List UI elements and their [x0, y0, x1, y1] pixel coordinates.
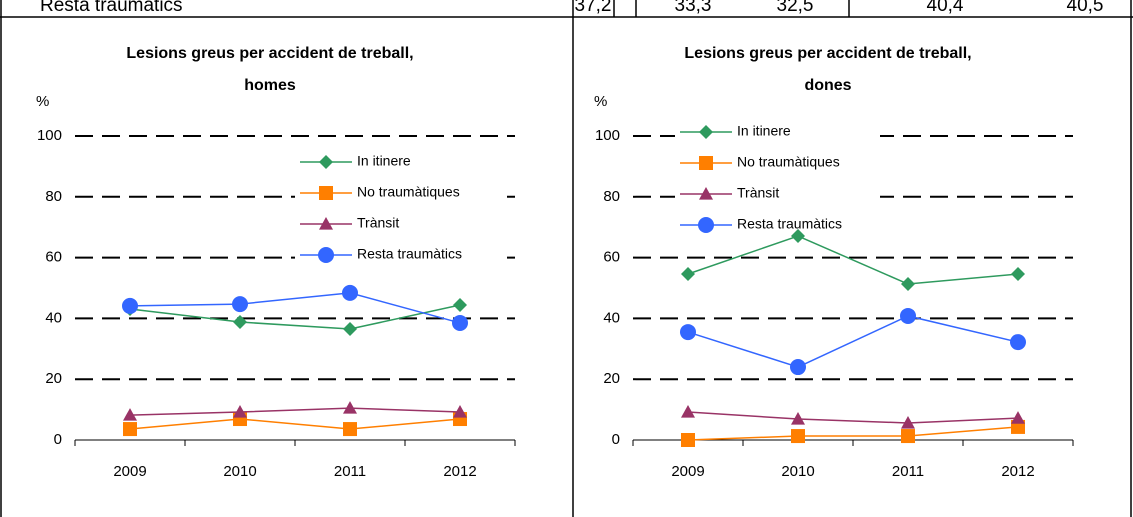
series-line: [129, 304, 461, 330]
y-tick-label: 20: [603, 370, 620, 387]
chart-title: dones: [804, 77, 851, 94]
x-tick-label: 2010: [223, 463, 256, 480]
x-tick-label: 2009: [671, 463, 704, 480]
y-tick-label: 40: [603, 309, 620, 326]
marker: [901, 429, 915, 444]
series-line: [687, 426, 1019, 441]
marker: [680, 324, 696, 341]
table-cell: 40,4: [927, 0, 964, 16]
y-tick-label: 20: [45, 370, 62, 387]
marker: [681, 433, 695, 447]
marker: [452, 314, 468, 331]
y-tick-label: 60: [45, 249, 62, 266]
legend-label: Resta traumàtics: [737, 216, 842, 232]
marker: [123, 408, 137, 421]
table-cell: 40,5: [1067, 0, 1104, 16]
series-line: [129, 418, 461, 430]
y-tick-label: 40: [45, 309, 62, 326]
legend-label: In itinere: [357, 153, 411, 169]
marker: [1010, 334, 1026, 351]
x-tick-label: 2010: [781, 463, 814, 480]
y-tick-label: 100: [595, 127, 620, 144]
legend-marker: [699, 156, 713, 170]
x-tick-label: 2012: [443, 463, 476, 480]
marker: [232, 296, 248, 313]
legend-marker: [699, 187, 713, 200]
table-cell: 32,5: [777, 0, 814, 16]
marker: [790, 359, 806, 376]
legend-marker: [319, 186, 333, 200]
legend-label: Trànsit: [737, 185, 779, 201]
marker: [343, 401, 357, 414]
chart-title: homes: [244, 77, 296, 94]
y-axis-label: %: [594, 93, 607, 110]
marker: [901, 277, 915, 292]
marker: [453, 405, 467, 418]
marker: [681, 405, 695, 418]
series-line: [129, 407, 461, 416]
legend-marker: [319, 155, 333, 169]
table-cell: 33,3: [675, 0, 712, 16]
series-line: [129, 292, 461, 324]
marker: [791, 229, 805, 244]
y-tick-label: 80: [603, 188, 620, 205]
x-tick-label: 2011: [334, 463, 366, 480]
series-line: [687, 315, 1019, 368]
marker: [901, 415, 915, 429]
legend-label: Trànsit: [357, 215, 399, 231]
legend-marker: [698, 217, 714, 233]
y-tick-label: 0: [54, 431, 62, 448]
legend-label: Resta traumàtics: [357, 246, 462, 262]
legend-label: In itinere: [737, 123, 791, 139]
x-tick-label: 2011: [892, 463, 924, 480]
legend-label: No traumàtiques: [357, 184, 460, 200]
chart-title: Lesions greus per accident de treball,: [684, 45, 971, 62]
x-tick-label: 2009: [113, 463, 146, 480]
series-line: [687, 235, 1019, 285]
marker: [233, 315, 247, 330]
y-tick-label: 0: [612, 431, 620, 448]
marker: [122, 297, 138, 314]
table-cell: Resta traumàtics: [40, 0, 183, 16]
marker: [233, 405, 247, 418]
marker: [791, 412, 805, 425]
chart-title: Lesions greus per accident de treball,: [126, 45, 413, 62]
y-axis-label: %: [36, 93, 49, 110]
legend-marker: [699, 125, 713, 139]
marker: [791, 429, 805, 444]
y-tick-label: 100: [37, 127, 62, 144]
legend-label: No traumàtiques: [737, 154, 840, 170]
marker: [453, 298, 467, 313]
y-tick-label: 80: [45, 188, 62, 205]
x-tick-label: 2012: [1001, 463, 1034, 480]
marker: [343, 322, 357, 337]
table-cell: 37,2: [575, 0, 612, 16]
marker: [900, 307, 916, 324]
marker: [342, 284, 358, 301]
marker: [343, 422, 357, 437]
marker: [123, 422, 137, 437]
legend-marker: [318, 247, 334, 263]
marker: [1011, 411, 1025, 424]
series-line: [687, 411, 1019, 424]
y-tick-label: 60: [603, 249, 620, 266]
legend-marker: [319, 217, 333, 230]
marker: [1011, 267, 1025, 282]
marker: [681, 267, 695, 282]
